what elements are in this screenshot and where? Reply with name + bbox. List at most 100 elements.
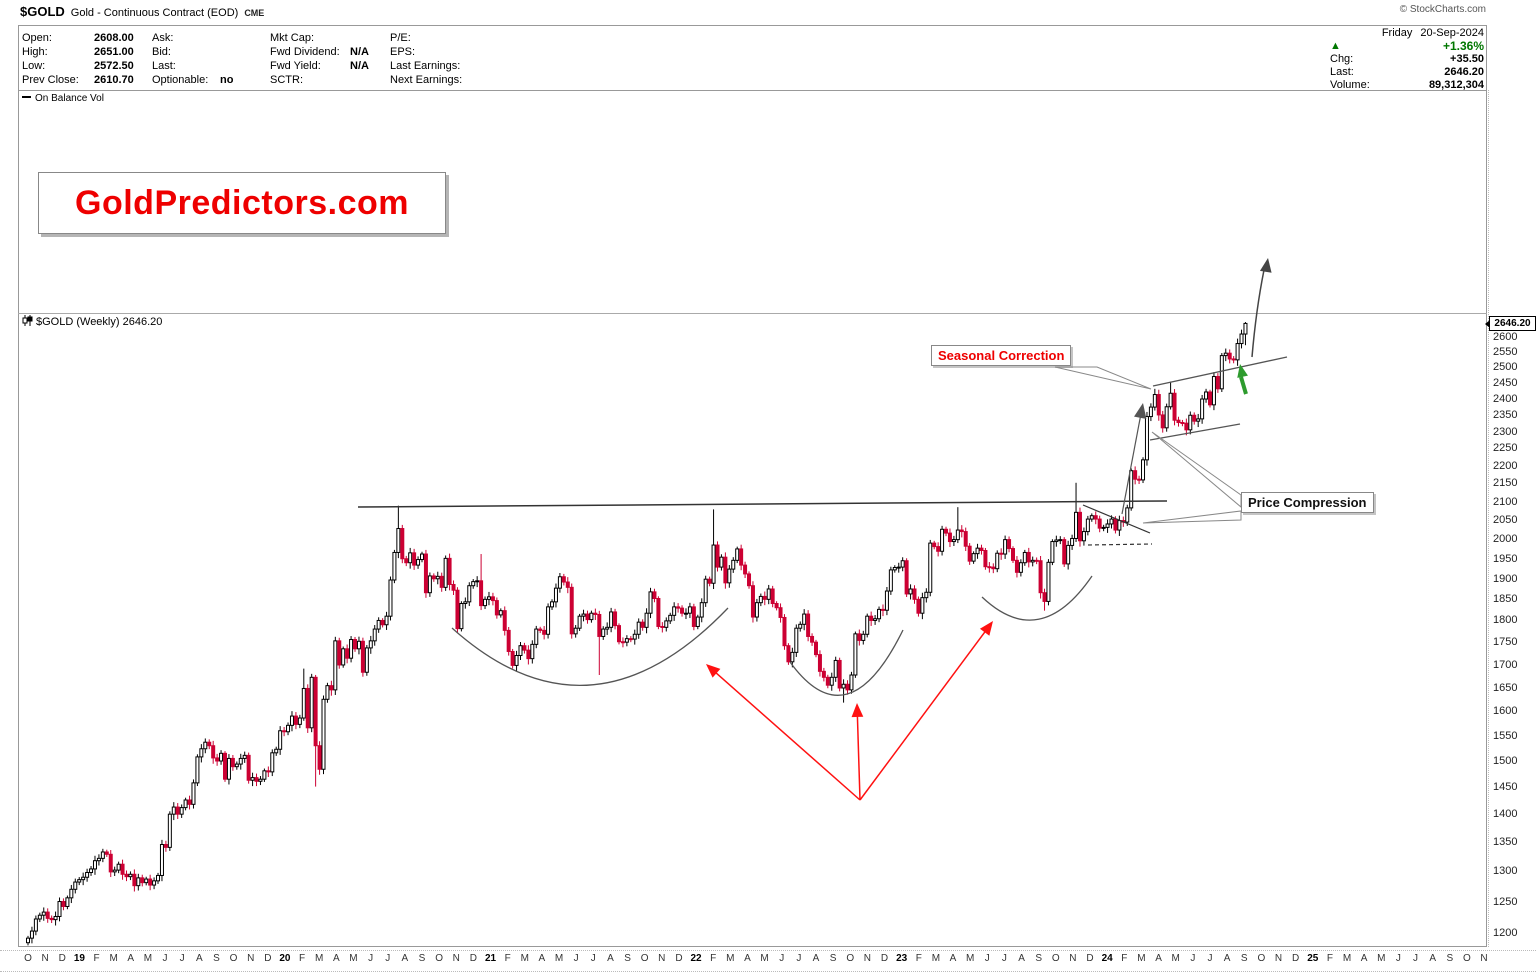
- summary-day: Friday: [1381, 27, 1413, 39]
- x-axis-tick-label: J: [1190, 953, 1196, 964]
- y-axis-tick-label: 2100: [1493, 495, 1518, 508]
- quote-col-fundamentals: Mkt Cap: Fwd Dividend: N/A Fwd Yield: N/A …: [270, 30, 369, 86]
- watermark-text: GoldPredictors.com: [75, 183, 409, 222]
- chart-title-row: $GOLD Gold - Continuous Contract (EOD) CME: [20, 3, 264, 21]
- next-earnings-label: Next Earnings:: [390, 74, 463, 86]
- quote-col-earnings: P/E: EPS: Last Earnings: Next Earnings:: [390, 30, 462, 86]
- x-axis-tick-label: M: [1171, 953, 1180, 964]
- x-axis-tick-label: N: [41, 953, 49, 964]
- y-axis-tick-label: 2500: [1493, 361, 1518, 374]
- x-axis-tick-label: O: [640, 953, 649, 964]
- x-axis-tick-label: M: [143, 953, 153, 964]
- prev-close-label: Prev Close:: [22, 74, 79, 86]
- y-axis-tick-label: 1850: [1493, 593, 1518, 606]
- x-axis-tick-label: M: [554, 953, 564, 964]
- x-axis-tick-label: N: [247, 953, 255, 964]
- x-axis-tick-label: M: [1377, 953, 1386, 964]
- volume-value: 89,312,304: [1428, 79, 1484, 91]
- x-axis-tick-label: N: [658, 953, 666, 964]
- y-axis-tick-label: 2300: [1493, 425, 1518, 438]
- x-axis-tick-label: N: [452, 953, 460, 964]
- low-value: 2572.50: [94, 60, 134, 72]
- symbol-description: Gold - Continuous Contract (EOD): [70, 7, 239, 19]
- optionable-value: no: [220, 74, 234, 86]
- y-axis-tick-label: 2000: [1493, 533, 1518, 546]
- x-axis-tick-label: J: [590, 953, 596, 964]
- x-axis-tick-label: 24: [1101, 953, 1113, 964]
- x-axis-tick-label: A: [127, 953, 135, 964]
- x-axis-tick-label: J: [1001, 953, 1007, 964]
- x-axis-tick-label: M: [931, 953, 941, 964]
- x-axis-tick-label: D: [1086, 953, 1094, 964]
- x-axis-tick-label: O: [435, 953, 443, 964]
- y-axis-tick-label: 1250: [1493, 895, 1518, 908]
- mktcap-label: Mkt Cap:: [270, 32, 315, 44]
- high-label: High:: [22, 46, 48, 58]
- x-axis-tick-label: J: [385, 953, 391, 964]
- quote-summary: Friday 20-Sep-2024 ▲ +1.36% Chg: +35.50 Las…: [1330, 27, 1484, 92]
- x-axis-tick-label: F: [504, 953, 511, 964]
- x-axis-tick-label: N: [863, 953, 871, 964]
- x-axis-tick-label: M: [520, 953, 529, 964]
- y-axis-tick-label: 1800: [1493, 614, 1518, 627]
- stockcharts-credit: © StockCharts.com: [1399, 4, 1486, 15]
- x-axis-tick-label: M: [726, 953, 735, 964]
- summary-date: 20-Sep-2024: [1420, 27, 1484, 39]
- chart-frame: [18, 25, 1487, 947]
- watermark-box: GoldPredictors.com: [38, 172, 446, 234]
- price-compression-callout: Price Compression: [1241, 492, 1374, 513]
- x-axis-tick-label: A: [812, 953, 820, 964]
- high-value: 2651.00: [94, 46, 134, 58]
- last-label: Last:: [152, 60, 176, 72]
- x-axis-tick-label: J: [779, 953, 785, 964]
- y-axis-tick-label: 2450: [1493, 376, 1518, 389]
- y-axis-tick-label: 1450: [1493, 781, 1518, 794]
- quote-panel-divider: [18, 90, 1487, 91]
- y-axis-tick-label: 1750: [1493, 636, 1518, 649]
- x-axis-tick-label: F: [93, 953, 100, 964]
- y-axis-tick-label: 2150: [1493, 477, 1518, 490]
- y-axis-tick-label: 1950: [1493, 552, 1518, 565]
- fwd-dividend-label: Fwd Dividend:: [270, 46, 340, 58]
- x-axis-tick-label: N: [1274, 953, 1283, 964]
- x-axis-tick-label: J: [796, 953, 802, 964]
- x-axis-tick-label: A: [195, 953, 203, 964]
- x-axis-tick-label: F: [1121, 953, 1128, 964]
- x-axis-tick-label: A: [401, 953, 409, 964]
- open-value: 2608.00: [94, 32, 134, 44]
- x-axis-tick-label: D: [469, 953, 477, 964]
- optionable-label: Optionable:: [152, 74, 209, 86]
- x-axis-tick-label: A: [607, 953, 614, 964]
- x-axis-tick-label: O: [229, 953, 238, 964]
- x-axis-tick-label: 25: [1307, 953, 1319, 964]
- x-axis-tick-label: J: [1413, 953, 1419, 964]
- y-axis-tick-label: 1350: [1493, 836, 1518, 849]
- quote-col-bidask: Ask: Bid: Last: Optionable: no: [152, 30, 233, 86]
- bottom-border: [0, 971, 1536, 972]
- open-label: Open:: [22, 32, 52, 44]
- y-axis-tick-label: 1550: [1493, 729, 1518, 742]
- x-axis-tick-label: O: [24, 953, 32, 964]
- low-label: Low:: [22, 60, 46, 72]
- y-axis-tick-label: 1650: [1493, 681, 1518, 694]
- y-axis-tick-label: 1300: [1493, 865, 1518, 878]
- x-axis-tick-label: F: [710, 953, 717, 964]
- x-axis-tick-label: 20: [279, 953, 291, 964]
- obv-legend: On Balance Vol: [22, 93, 104, 104]
- x-axis-tick-label: A: [949, 953, 957, 964]
- x-axis-tick-label: A: [332, 953, 340, 964]
- x-axis-tick-label: A: [744, 953, 751, 964]
- eps-label: EPS:: [390, 46, 416, 58]
- last-price-tag: 2646.20: [1485, 316, 1536, 331]
- fwd-yield-value: N/A: [350, 60, 369, 72]
- x-axis-tick-label: A: [1429, 953, 1436, 964]
- y-axis-tick-label: 2550: [1493, 345, 1518, 358]
- x-axis-border: [0, 950, 1536, 951]
- y-axis-tick-label: 2350: [1493, 408, 1518, 421]
- x-axis-tick-label: O: [1051, 953, 1060, 964]
- x-axis-tick-label: N: [1480, 953, 1488, 964]
- y-axis-tick-label: 1500: [1493, 754, 1518, 767]
- y-axis-tick-label: 1900: [1493, 572, 1518, 585]
- x-axis-tick-label: A: [1223, 953, 1231, 964]
